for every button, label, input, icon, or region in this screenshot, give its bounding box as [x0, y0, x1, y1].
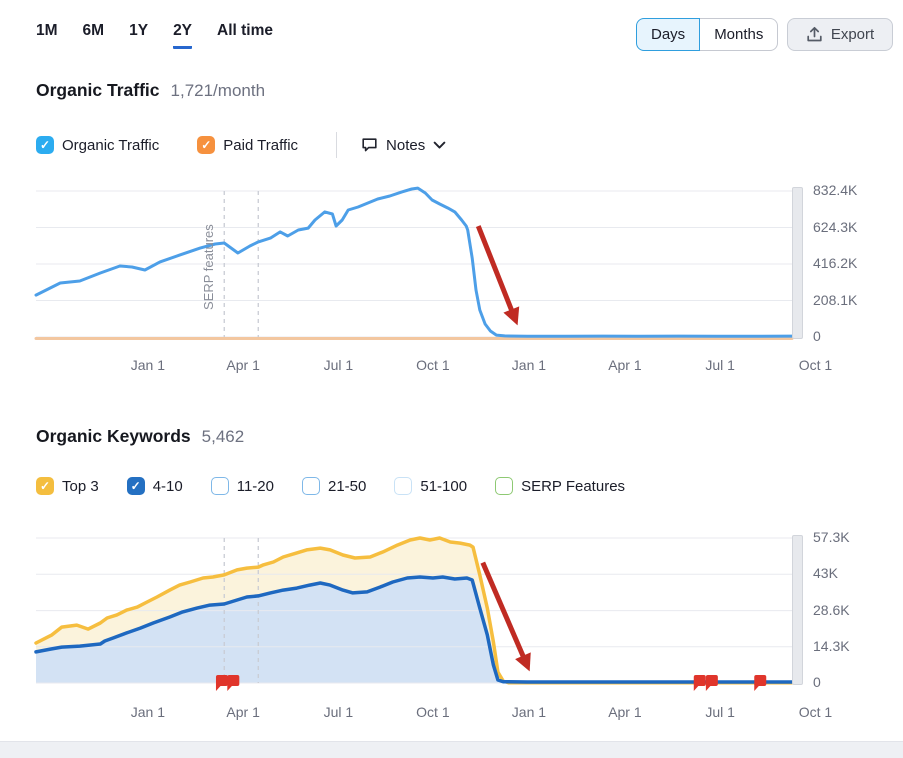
note-flag[interactable]: [227, 675, 240, 691]
x-tick-label: Jul 1: [705, 357, 735, 373]
check-icon: ✓: [130, 479, 141, 493]
4-10-area: [36, 577, 792, 683]
check-icon: ✓: [39, 138, 51, 152]
legend-label: Top 3: [62, 477, 99, 495]
y-tick-label: 832.4K: [813, 182, 858, 198]
legend-item: ✓ 21-50: [302, 477, 366, 495]
tab-1m[interactable]: 1M: [36, 22, 58, 39]
tab-2y[interactable]: 2Y: [173, 22, 193, 49]
note-flag[interactable]: [754, 675, 767, 691]
note-flag[interactable]: [705, 675, 718, 691]
x-tick-label: Oct 1: [416, 357, 450, 373]
tab-1y[interactable]: 1Y: [129, 22, 149, 39]
section-title: Organic Traffic: [36, 80, 160, 100]
Organic Traffic-line: [34, 186, 794, 338]
x-tick-label: Jul 1: [705, 704, 735, 720]
x-tick-label: Jan 1: [130, 704, 165, 720]
pos51-100-checkbox[interactable]: ✓: [394, 477, 413, 495]
pos4-10-checkbox[interactable]: ✓: [126, 477, 145, 495]
x-tick-label: Oct 1: [798, 704, 833, 720]
y-tick-label: 0: [813, 328, 821, 344]
organic-traffic-checkbox[interactable]: ✓: [36, 136, 54, 154]
x-tick-label: Jan 1: [130, 357, 165, 373]
y-tick-label: 624.3K: [813, 218, 858, 235]
tab-6m[interactable]: 6M: [82, 22, 105, 39]
organic-keywords-header: Organic Keywords 5,462: [36, 426, 244, 447]
x-tick-label: Jan 1: [511, 357, 547, 373]
drop-arrow-head: [503, 306, 520, 326]
export-icon: [807, 26, 822, 42]
granularity-toggle: Days Months: [636, 18, 779, 51]
note-bubble-icon: [362, 138, 377, 152]
notes-dropdown[interactable]: Notes: [361, 137, 446, 154]
legend-item: ✓ Top 3: [36, 477, 99, 495]
drop-arrow-head: [515, 652, 531, 672]
x-tick-label: Oct 1: [798, 357, 833, 373]
granularity-months-button[interactable]: Months: [700, 18, 779, 51]
x-tick-label: Jan 1: [511, 704, 547, 720]
paid-traffic-checkbox[interactable]: ✓: [197, 136, 216, 154]
y-tick-label: 57.3K: [813, 529, 850, 545]
notes-label: Notes: [386, 136, 426, 154]
x-tick-label: Apr 1: [226, 357, 260, 373]
check-icon: ✓: [39, 479, 51, 493]
pos21-50-checkbox[interactable]: ✓: [302, 477, 320, 495]
section-value: 1,721/month: [170, 81, 266, 100]
tab-all-time[interactable]: All time: [217, 22, 274, 39]
legend-label: Organic Traffic: [62, 136, 160, 154]
organic-keywords-legend: ✓ Top 3 ✓ 4-10 ✓ 11-20 ✓ 21-50 ✓ 51-100 …: [36, 477, 653, 495]
export-label: Export: [830, 26, 875, 43]
legend-item: ✓ Paid Traffic: [197, 136, 298, 154]
legend-item: ✓ 4-10: [126, 477, 183, 495]
legend-label: SERP Features: [521, 477, 626, 495]
section-value: 5,462: [201, 427, 245, 446]
top3-checkbox[interactable]: ✓: [36, 477, 54, 495]
x-tick-label: Apr 1: [608, 704, 642, 720]
organic-traffic-header: Organic Traffic 1,721/month: [36, 80, 265, 101]
serp-features-checkbox[interactable]: ✓: [495, 477, 514, 495]
x-tick-label: Oct 1: [416, 704, 450, 720]
organic-keywords-chart[interactable]: [34, 532, 794, 692]
y-tick-label: 416.2K: [813, 255, 858, 271]
4-10-line: [34, 575, 794, 684]
x-tick-label: Jul 1: [323, 704, 354, 720]
y-tick-label: 28.6K: [813, 601, 850, 618]
organic-traffic-legend: ✓ Organic Traffic ✓ Paid Traffic Notes: [36, 132, 446, 158]
note-flag[interactable]: [693, 675, 706, 691]
y-tick-label: 0: [813, 674, 821, 690]
date-range-tabs: 1M 6M 1Y 2Y All time: [36, 22, 273, 49]
serp-features-event-label: SERP features: [201, 224, 216, 310]
legend-item: ✓ 11-20: [210, 477, 274, 495]
legend-label: 4-10: [152, 477, 183, 495]
legend-label: 21-50: [328, 477, 367, 495]
organic-traffic-chart[interactable]: [34, 184, 794, 346]
legend-label: Paid Traffic: [223, 136, 299, 154]
legend-item: ✓ 51-100: [394, 477, 467, 495]
legend-item: ✓ SERP Features: [495, 477, 625, 495]
y-tick-label: 14.3K: [813, 637, 850, 654]
legend-label: 51-100: [420, 477, 468, 495]
y-tick-label: 208.1K: [813, 291, 858, 308]
section-title: Organic Keywords: [36, 426, 191, 446]
x-tick-label: Apr 1: [608, 357, 642, 373]
chart-right-scroll-handle[interactable]: [792, 187, 803, 339]
drop-arrow-shaft: [480, 561, 528, 662]
export-button[interactable]: Export: [787, 18, 893, 51]
next-section-edge: [0, 741, 903, 758]
Top 3-line: [34, 536, 794, 685]
chart-right-scroll-handle[interactable]: [792, 535, 803, 685]
x-tick-label: Jul 1: [323, 357, 354, 373]
x-tick-label: Apr 1: [226, 704, 260, 720]
chevron-down-icon: [433, 141, 446, 149]
legend-label: 11-20: [236, 477, 274, 495]
check-icon: ✓: [201, 138, 212, 152]
granularity-days-button[interactable]: Days: [636, 18, 701, 51]
pos11-20-checkbox[interactable]: ✓: [210, 477, 229, 495]
legend-item: ✓ Organic Traffic: [36, 136, 159, 154]
legend-divider: [336, 132, 338, 158]
y-tick-label: 43K: [813, 565, 838, 582]
note-flag[interactable]: [215, 675, 228, 691]
drop-arrow-shaft: [475, 225, 516, 316]
